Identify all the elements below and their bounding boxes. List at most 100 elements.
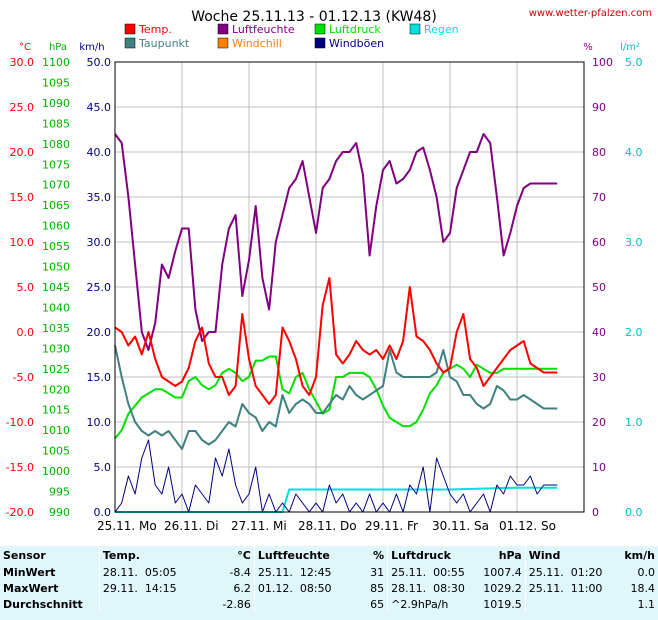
x-tick-label: 01.12. So: [499, 519, 556, 533]
tick-label: 1000: [42, 465, 70, 478]
stats-header-row: Sensor Temp. °C Luftfeuchte % Luftdruck …: [0, 546, 658, 564]
tick-label: 1095: [42, 76, 70, 89]
tick-label: 995: [49, 486, 70, 499]
humidity-unit-label: %: [583, 42, 593, 53]
rain-unit-label: l/m²: [620, 42, 640, 53]
source-link[interactable]: www.wetter-pfalzen.com: [529, 8, 652, 19]
plot-frame: [114, 61, 585, 513]
tick-label: 30.0: [10, 56, 35, 69]
tick-label: 30: [592, 371, 606, 384]
tick-label: 80: [592, 146, 606, 159]
wind-date-time: 25.11. 01:20: [524, 564, 613, 580]
tick-label: 1035: [42, 322, 70, 335]
tick-label: 10.0: [10, 236, 35, 249]
header-humidity: Luftfeuchte: [253, 546, 342, 564]
tick-label: 25.0: [10, 101, 35, 114]
tick-label: 1075: [42, 158, 70, 171]
humidity-date-time: 01.12. 08:50: [253, 580, 342, 596]
legend-label: Windchill: [232, 37, 282, 50]
tick-label: 3.0: [625, 236, 643, 249]
x-tick-label: 27.11. Mi: [231, 519, 287, 533]
tick-label: 1055: [42, 240, 70, 253]
temp-date-time: 28.11. 05:05: [98, 564, 187, 580]
series-line-temp-: [114, 277, 558, 405]
tick-label: 45.0: [87, 101, 112, 114]
legend-swatch: [314, 37, 326, 49]
pressure-value: 1007.4: [483, 565, 522, 579]
x-tick-label: 30.11. Sa: [432, 519, 489, 533]
header-wind-unit: km/h: [624, 548, 655, 562]
legend-swatch: [314, 23, 326, 35]
tick-label: 70: [592, 191, 606, 204]
temp-value: 6.2: [233, 581, 251, 595]
tick-label: 40.0: [87, 146, 112, 159]
legend-label: Luftfeuchte: [232, 23, 295, 36]
pressure-value: 1019.5: [483, 597, 522, 611]
wind-value: 0.0: [637, 565, 656, 579]
wind-value: 1.1: [637, 597, 656, 611]
tick-label: 1020: [42, 383, 70, 396]
x-tick-label: 26.11. Di: [164, 519, 219, 533]
stats-table: Sensor Temp. °C Luftfeuchte % Luftdruck …: [0, 546, 658, 620]
legend: Temp. Luftfeuchte Luftdruck Regen Taupunkt Wi…: [124, 23, 459, 50]
x-tick-label: 29.11. Fr: [365, 519, 418, 533]
tick-label: 1065: [42, 199, 70, 212]
tick-label: 50.0: [87, 56, 112, 69]
tick-label: 1.0: [625, 416, 643, 429]
humidity-date-time: 25.11. 12:45: [253, 564, 342, 580]
tick-label: 20.0: [10, 146, 35, 159]
tick-label: 1050: [42, 261, 70, 274]
tick-label: 5.0: [17, 281, 35, 294]
temp-value: -8.4: [229, 565, 251, 579]
tick-label: 0.0: [625, 506, 643, 519]
legend-swatch: [124, 37, 136, 49]
temp-unit-label: °C: [19, 42, 31, 53]
legend-label: Temp.: [138, 23, 172, 36]
tick-label: 1005: [42, 445, 70, 458]
data-series: [114, 133, 558, 513]
tick-label: 60: [592, 236, 606, 249]
tick-label: 1015: [42, 404, 70, 417]
tick-label: 40: [592, 326, 606, 339]
header-pressure-unit: hPa: [498, 548, 522, 562]
tick-label: 100: [592, 56, 613, 69]
humidity-value: 85: [370, 581, 385, 595]
header-pressure: Luftdruck: [387, 546, 475, 564]
legend-swatch: [217, 37, 229, 49]
series-line-taupunkt: [114, 345, 558, 450]
tick-label: 20: [592, 416, 606, 429]
tick-label: -20.0: [6, 506, 34, 519]
humidity-value: 31: [370, 565, 385, 579]
tick-label: 15.0: [10, 191, 35, 204]
humidity-value: 65: [370, 597, 385, 611]
series-line-luftdruck: [114, 355, 558, 440]
tick-label: 5.0: [94, 461, 112, 474]
pressure-unit-label: hPa: [49, 42, 67, 53]
wind-date-time: [524, 596, 613, 612]
tick-label: 1085: [42, 117, 70, 130]
header-temp: Temp.: [98, 546, 187, 564]
tick-label: 1100: [42, 56, 70, 69]
tick-label: 10.0: [87, 416, 112, 429]
pressure-value: 1029.2: [483, 581, 522, 595]
tick-label: 4.0: [625, 146, 643, 159]
tick-label: 1045: [42, 281, 70, 294]
tick-label: 2.0: [625, 326, 643, 339]
wind-value: 18.4: [630, 581, 656, 595]
header-temp-unit: °C: [237, 548, 251, 562]
header-humidity-unit: %: [373, 548, 385, 562]
pressure-date-time: 25.11. 00:55: [387, 564, 475, 580]
tick-label: 1030: [42, 342, 70, 355]
tick-label: 35.0: [87, 191, 112, 204]
stats-row-average: Durchschnitt -2.86 65 ^2.9hPa/h 1019.5 1…: [0, 596, 658, 612]
tick-label: 1025: [42, 363, 70, 376]
tick-label: 1060: [42, 220, 70, 233]
tick-label: 25.0: [87, 281, 112, 294]
header-sensor: Sensor: [3, 548, 46, 562]
tick-label: -10.0: [6, 416, 34, 429]
axis-ticks: 30.0 25.0 20.0 15.0 10.0 5.0 0.0 -5.0 -10.0 -15.0…: [6, 56, 643, 533]
pressure-date-time: 28.11. 08:30: [387, 580, 475, 596]
tick-label: 30.0: [87, 236, 112, 249]
tick-label: 10: [592, 461, 606, 474]
tick-label: -5.0: [13, 371, 34, 384]
